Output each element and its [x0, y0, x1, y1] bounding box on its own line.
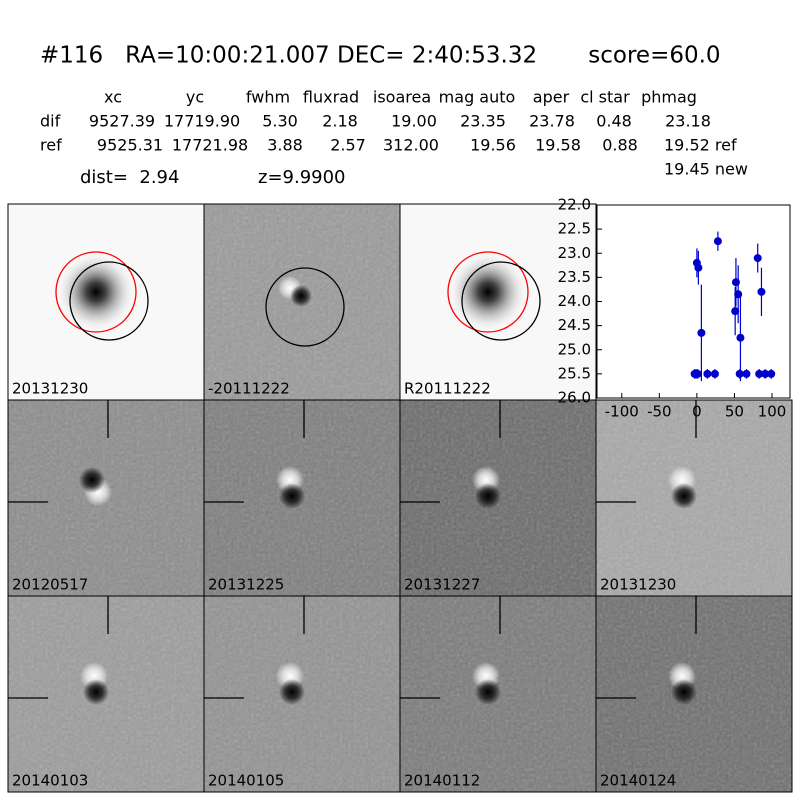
column-header: isoarea: [373, 88, 431, 107]
row-label: dif: [40, 112, 61, 131]
blob-black: [290, 285, 312, 307]
x-tick-label: -50: [647, 403, 672, 421]
data-point: [753, 254, 762, 263]
x-tick-label: 50: [725, 403, 744, 421]
cell: 9527.39: [89, 112, 155, 131]
column-header: phmag: [641, 88, 697, 107]
data-point: [755, 369, 764, 378]
data-point: [742, 369, 751, 378]
y-tick-label: 25.5: [558, 364, 591, 382]
blob-black: [279, 679, 305, 705]
data-point: [703, 369, 712, 378]
cell: 19.56: [470, 136, 516, 155]
cell: 17719.90: [164, 112, 240, 131]
blob-black: [475, 483, 501, 509]
ref-circle: [55, 251, 137, 333]
plot-area: [596, 204, 791, 399]
title: #116 RA=10:00:21.007 DEC= 2:40:53.32 sco…: [40, 43, 721, 69]
data-point: [713, 237, 722, 246]
stamp-label: 20131227: [404, 576, 480, 594]
cell: 17721.98: [172, 136, 248, 155]
cell: 5.30: [262, 112, 298, 131]
cell: 19.58: [535, 136, 581, 155]
stamp-label: -20111222: [208, 380, 290, 398]
data-point: [694, 263, 703, 272]
stamp-label: 20140105: [208, 772, 284, 790]
y-tick-label: 23.0: [558, 244, 591, 262]
stamps: 20131230 -20111222 R20111222 20120517 201312…: [7, 203, 793, 793]
cell: 19.52 ref: [664, 136, 737, 155]
stamp-label: R20111222: [404, 380, 491, 398]
data-point: [757, 287, 766, 296]
y-tick-label: 22.0: [558, 196, 591, 214]
data-point: [731, 307, 740, 316]
column-header: cl star: [580, 88, 630, 107]
dist: dist= 2.94: [80, 167, 179, 188]
y-tick-label: 25.0: [558, 340, 591, 358]
stamp-label: 20120517: [12, 576, 88, 594]
column-header: yc: [186, 88, 204, 107]
column-header: fwhm: [246, 88, 290, 107]
column-header: fluxrad: [303, 88, 359, 107]
cell: 0.48: [596, 112, 632, 131]
stamp-label: 20131230: [12, 380, 88, 398]
ref-circle: [447, 251, 529, 333]
y-tick-label: 26.0: [558, 389, 591, 407]
blob-black: [671, 483, 697, 509]
x-tick-label: 0: [692, 403, 702, 421]
blob-black: [79, 467, 105, 493]
source-blob: [56, 252, 136, 332]
aperture-circle: [69, 261, 149, 341]
blob-black: [279, 483, 305, 509]
cell: 2.18: [322, 112, 358, 131]
stamp-label: 20140112: [404, 772, 480, 790]
table-extra: 19.45 new: [664, 160, 748, 179]
x-tick-label: 100: [758, 403, 787, 421]
y-tick-label: 24.5: [558, 316, 591, 334]
blob-black: [671, 679, 697, 705]
cell: 3.88: [267, 136, 303, 155]
cell: 0.88: [602, 136, 638, 155]
y-tick-label: 24.0: [558, 292, 591, 310]
stamp-label: 20131225: [208, 576, 284, 594]
stamp-label: 20131230: [600, 576, 676, 594]
data-point: [767, 369, 776, 378]
data-point: [736, 333, 745, 342]
cell: 2.57: [330, 136, 366, 155]
cell: 23.18: [665, 112, 711, 131]
x-tick-label: -100: [605, 403, 639, 421]
cell: 23.35: [460, 112, 506, 131]
stamp-label: 20140103: [12, 772, 88, 790]
cell: 312.00: [383, 136, 439, 155]
data-point: [735, 369, 744, 378]
column-header: xc: [104, 88, 122, 107]
aperture-circle: [461, 261, 541, 341]
data-point: [697, 328, 706, 337]
cell: 9525.31: [97, 136, 163, 155]
data-point: [693, 369, 702, 378]
blob-black: [475, 679, 501, 705]
blob-black: [83, 679, 109, 705]
y-tick-label: 22.5: [558, 220, 591, 238]
row-label: ref: [40, 136, 62, 155]
stamp-label: 20140124: [600, 772, 676, 790]
redshift: z=9.9900: [258, 167, 346, 188]
data-point: [710, 369, 719, 378]
column-header: mag auto: [439, 88, 516, 107]
stamp-border: [595, 595, 793, 793]
aperture-circle: [265, 267, 345, 347]
source-blob: [448, 252, 528, 332]
column-header: aper: [533, 88, 570, 107]
data-point: [761, 369, 770, 378]
y-tick-label: 23.5: [558, 268, 591, 286]
cell: 19.00: [391, 112, 437, 131]
light-curve: 22.0 22.5 23.0 23.5 24.0 24.5 25.0 25.5 26.0 -100…: [558, 196, 791, 421]
cell: 23.78: [529, 112, 575, 131]
